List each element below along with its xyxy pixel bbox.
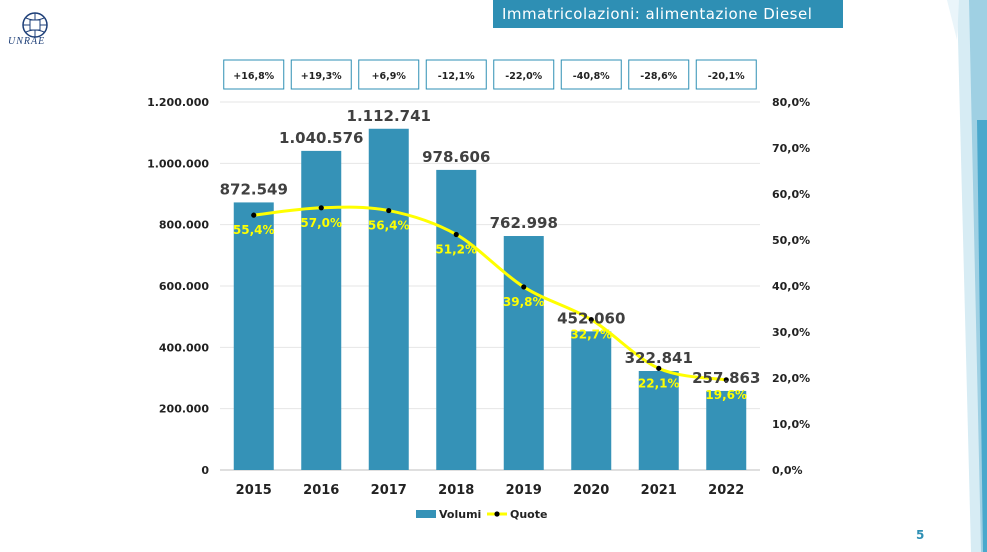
y-right-tick-label: 50,0% (772, 234, 810, 247)
y-left-tick-label: 200.000 (159, 403, 209, 416)
y-right-tick-label: 10,0% (772, 418, 810, 431)
x-tick-label: 2021 (641, 483, 677, 498)
y-right-tick-label: 40,0% (772, 280, 810, 293)
bar (571, 331, 612, 470)
quote-point (656, 365, 662, 371)
bar (233, 202, 274, 470)
x-tick-label: 2015 (236, 483, 272, 498)
bar-value-label: 452.060 (557, 309, 625, 327)
yoy-change-box (695, 59, 757, 90)
x-tick-label: 2020 (573, 483, 609, 498)
bar (706, 390, 747, 470)
y-right-tick-label: 20,0% (772, 372, 810, 385)
decorative-ribbon (947, 0, 987, 552)
y-left-tick-label: 1.200.000 (147, 96, 209, 109)
quote-point (588, 316, 594, 323)
quote-point (453, 231, 459, 238)
yoy-change-label: -22,0% (505, 71, 542, 82)
quote-point (521, 284, 527, 290)
quote-value-label: 22,1% (638, 376, 680, 390)
y-left-tick-label: 1.000.000 (147, 157, 209, 170)
yoy-change-label: -28,6% (640, 71, 677, 82)
quote-point (318, 205, 324, 211)
quote-value-label: 39,8% (503, 295, 545, 309)
y-right-tick-label: 70,0% (772, 142, 810, 155)
bar-value-label: 1.040.576 (279, 129, 363, 147)
yoy-change-box (290, 59, 352, 90)
legend-swatch-volumi (416, 510, 436, 518)
x-tick-label: 2018 (438, 483, 474, 498)
quote-value-label: 57,0% (300, 216, 342, 230)
slide-title: Immatricolazioni: alimentazione Diesel (493, 0, 843, 28)
quote-value-label: 56,4% (368, 219, 410, 233)
legend-label-quote: Quote (510, 508, 547, 521)
yoy-change-box (628, 59, 690, 90)
legend-label-volumi: Volumi (439, 508, 481, 521)
x-tick-label: 2022 (708, 483, 744, 498)
unrae-logo-icon (22, 12, 48, 38)
yoy-change-box (425, 59, 487, 90)
y-left-tick-label: 800.000 (159, 219, 209, 232)
yoy-change-label: +6,9% (372, 71, 407, 82)
y-left-tick-label: 0 (201, 464, 209, 477)
legend-marker-quote (494, 511, 500, 517)
bar-value-label: 762.998 (490, 214, 558, 232)
bar-value-label: 978.606 (422, 148, 490, 166)
y-right-tick-label: 80,0% (772, 96, 810, 109)
bar-value-label: 257.863 (692, 369, 760, 387)
bar (301, 150, 342, 471)
y-left-tick-label: 400.000 (159, 341, 209, 354)
quote-point (723, 377, 729, 383)
bar-value-label: 872.549 (220, 180, 288, 198)
bar (503, 236, 544, 470)
bar (436, 169, 477, 470)
bar (368, 128, 409, 470)
quote-value-label: 19,6% (705, 388, 747, 402)
y-left-tick-label: 600.000 (159, 280, 209, 293)
yoy-change-box (560, 59, 622, 90)
x-tick-label: 2019 (506, 483, 542, 498)
quote-point (386, 207, 392, 214)
bar-value-label: 1.112.741 (347, 107, 431, 125)
quote-value-label: 51,2% (435, 242, 477, 256)
x-tick-label: 2016 (303, 483, 339, 498)
yoy-change-box (223, 59, 285, 90)
logo-text: UNRAE (8, 36, 46, 47)
bar-value-label: 322.841 (625, 349, 693, 367)
yoy-change-box (358, 59, 420, 90)
quote-value-label: 55,4% (233, 223, 275, 237)
quote-value-label: 32,7% (570, 328, 612, 342)
page-number: 5 (916, 528, 925, 542)
yoy-change-label: -40,8% (573, 71, 610, 82)
yoy-change-label: +19,3% (301, 71, 342, 82)
quote-series-line (253, 205, 727, 382)
yoy-change-label: -20,1% (708, 71, 745, 82)
yoy-change-label: -12,1% (438, 71, 475, 82)
y-right-tick-label: 30,0% (772, 326, 810, 339)
bar (638, 370, 679, 470)
yoy-change-label: +16,8% (233, 71, 274, 82)
y-right-tick-label: 0,0% (772, 464, 803, 477)
quote-point (251, 212, 257, 218)
x-tick-label: 2017 (371, 483, 407, 498)
yoy-change-box (493, 59, 555, 90)
y-right-tick-label: 60,0% (772, 188, 810, 201)
